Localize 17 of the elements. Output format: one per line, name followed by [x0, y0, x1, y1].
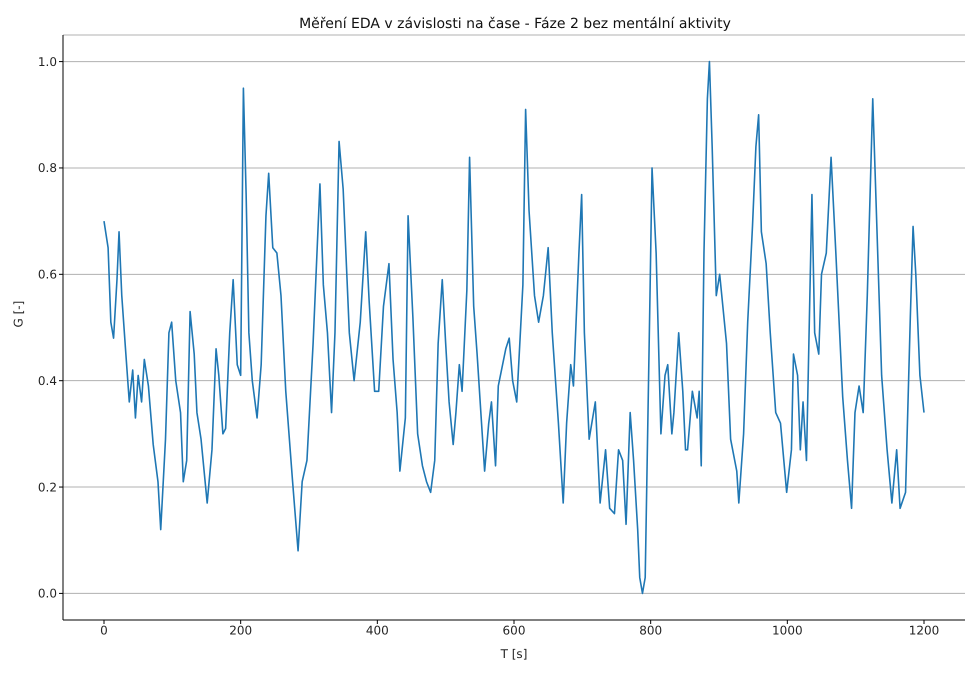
y-tick-label: 1.0	[38, 54, 57, 69]
y-axis-title: G [-]	[11, 300, 26, 328]
y-tick-label: 0.0	[38, 586, 57, 601]
x-tick-label: 600	[502, 624, 526, 638]
y-tick-label: 0.2	[38, 480, 57, 494]
y-tick-label: 0.8	[38, 161, 57, 176]
line-series	[103, 60, 925, 594]
x-tick-label: 200	[229, 624, 252, 638]
x-tick-label: 800	[639, 624, 662, 638]
chart-title: Měření EDA v závislosti na čase - Fáze 2 bez mentální aktivity	[298, 16, 732, 32]
x-tick-label: 1200	[908, 624, 940, 638]
x-tick-label: 0	[100, 624, 108, 638]
x-tick-label: 400	[366, 624, 389, 638]
y-tick-label: 0.6	[38, 268, 57, 282]
x-tick-label: 1000	[772, 624, 803, 638]
y-tick-label: 0.4	[38, 374, 57, 388]
x-axis-title: T [s]	[500, 647, 528, 661]
